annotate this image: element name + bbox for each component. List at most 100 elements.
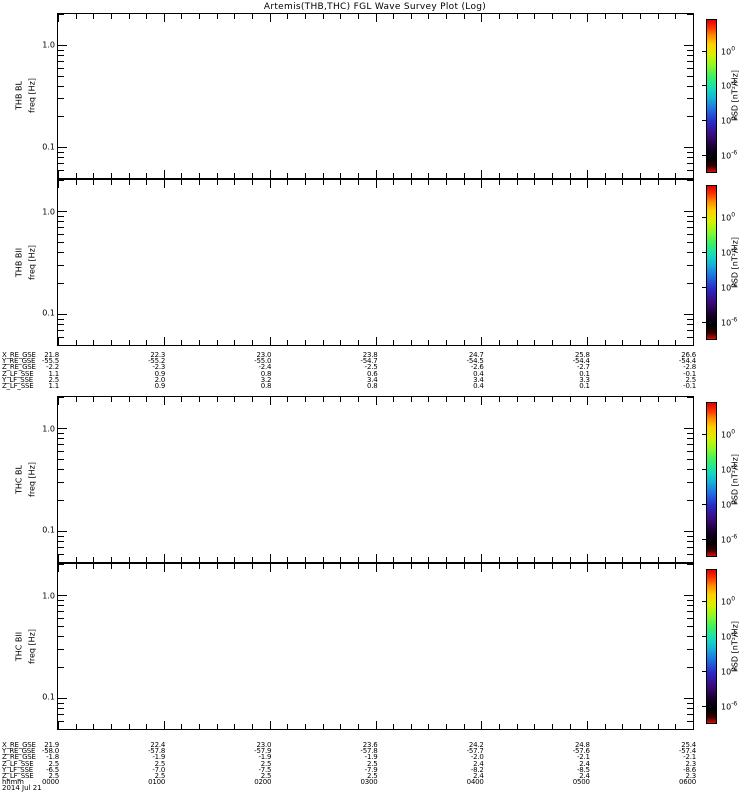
ephemeris-row: Z_LF_SSE 2.5 2.5 2.5 2.5 2.4 2.4 2.3 [0, 760, 750, 767]
spectrogram-panel-thc-bii[interactable] [57, 563, 694, 730]
axis-tick [305, 564, 306, 569]
axis-tick [687, 157, 693, 158]
colorbar-tick [702, 321, 707, 323]
axis-tick [411, 173, 412, 178]
axis-tick [687, 611, 693, 612]
axis-tick [534, 564, 535, 569]
axis-tick [687, 86, 693, 87]
colorbar-3[interactable]: 100 10-2 10-4 10-6 [702, 402, 737, 557]
axis-tick [499, 564, 500, 569]
ephemeris-value: 23.0 [256, 351, 272, 359]
axis-tick [252, 397, 253, 402]
axis-tick [58, 721, 59, 729]
axis-tick [323, 340, 324, 345]
colorbar-tick-label: 100 [721, 595, 736, 607]
axis-tick [93, 557, 94, 562]
axis-tick [199, 173, 200, 178]
axis-tick [58, 221, 64, 222]
axis-tick [93, 397, 94, 402]
axis-tick [58, 55, 64, 56]
spectrogram-panel-thb-bii[interactable] [57, 179, 694, 346]
axis-tick [358, 557, 359, 562]
axis-tick [58, 714, 64, 715]
axis-tick [111, 557, 112, 562]
colorbar-2[interactable]: 100 10-2 10-4 10-6 [702, 185, 737, 340]
axis-tick [270, 554, 271, 562]
axis-tick [58, 283, 64, 284]
axis-tick [587, 180, 588, 188]
axis-tick [217, 724, 218, 729]
ephemeris-value: 2.4 [579, 771, 590, 780]
ephemeris-value: 2.5 [366, 771, 378, 780]
axis-tick [376, 14, 377, 22]
axis-tick [693, 721, 694, 729]
axis-tick [570, 14, 571, 19]
axis-tick [675, 564, 676, 569]
axis-tick [129, 340, 130, 345]
axis-tick [58, 428, 67, 429]
axis-tick [323, 397, 324, 402]
ephemeris-value: 2.5 [260, 771, 272, 780]
axis-tick [428, 724, 429, 729]
ephemeris-value: 0200 [254, 778, 272, 787]
axis-tick [111, 564, 112, 569]
colorbar-title: PSD [nT²/Hz] [730, 70, 740, 121]
axis-tick [684, 698, 693, 699]
colorbar-tick-label: 10-2 [721, 246, 738, 258]
colorbar-tick [702, 286, 707, 288]
axis-tick [622, 340, 623, 345]
axis-tick [234, 397, 235, 402]
axis-tick [687, 636, 693, 637]
ephemeris-value: 0.1 [579, 381, 590, 390]
axis-tick [58, 611, 64, 612]
colorbar-4[interactable]: 100 10-2 10-4 10-6 [702, 569, 737, 724]
colorbar-tick [702, 601, 707, 602]
axis-tick [376, 554, 377, 562]
axis-tick [687, 50, 693, 51]
axis-tick [675, 557, 676, 562]
ephemeris-block-upper: X_RE_GSE 21.8 22.3 23.0 23.8 24.7 25.8 26.6 Y_RE… [0, 351, 750, 390]
axis-tick [534, 397, 535, 402]
axis-tick [58, 438, 64, 439]
colorbar-tick-label: 100 [721, 211, 736, 223]
y-tick-label: 1.0 [42, 424, 55, 434]
axis-tick [358, 14, 359, 19]
y-tick-label: 0.1 [42, 525, 55, 535]
axis-tick [534, 340, 535, 345]
ephemeris-value: -55.2 [148, 357, 166, 366]
ephemeris-value: 2.5 [48, 375, 59, 384]
axis-tick [687, 55, 693, 56]
axis-tick [376, 564, 377, 572]
axis-tick [687, 170, 693, 171]
axis-tick [58, 708, 64, 709]
spectrogram-panel-thb-bl[interactable] [57, 13, 694, 179]
axis-tick [58, 667, 64, 668]
axis-tick [252, 564, 253, 569]
ephemeris-row: Z_RE_GSE -1.8 -1.9 -1.9 -1.9 -2.0 -2.1 -2.1 [0, 753, 750, 762]
axis-tick [446, 397, 447, 402]
spectrogram-panel-thc-bl[interactable] [57, 396, 694, 563]
axis-tick [58, 562, 64, 563]
axis-tick [499, 173, 500, 178]
axis-tick [687, 116, 693, 117]
axis-tick [234, 557, 235, 562]
axis-tick [684, 211, 693, 212]
axis-tick [687, 482, 693, 483]
axis-tick [358, 724, 359, 729]
axis-tick [146, 724, 147, 729]
axis-tick [687, 397, 693, 398]
axis-tick [587, 14, 588, 22]
axis-tick [393, 173, 394, 178]
axis-tick [234, 173, 235, 178]
axis-tick [587, 721, 588, 729]
axis-tick [217, 564, 218, 569]
axis-tick [428, 397, 429, 402]
colorbar-1[interactable]: 100 10-2 10-4 10-6 [702, 19, 737, 173]
colorbar-tick-label: 10-6 [721, 700, 738, 711]
axis-tick [270, 397, 271, 405]
y-axis-title: freq [Hz] [27, 628, 37, 664]
axis-tick [687, 562, 693, 563]
axis-tick [181, 180, 182, 185]
ephemeris-value: -2.1 [576, 753, 590, 762]
axis-tick [58, 482, 64, 483]
